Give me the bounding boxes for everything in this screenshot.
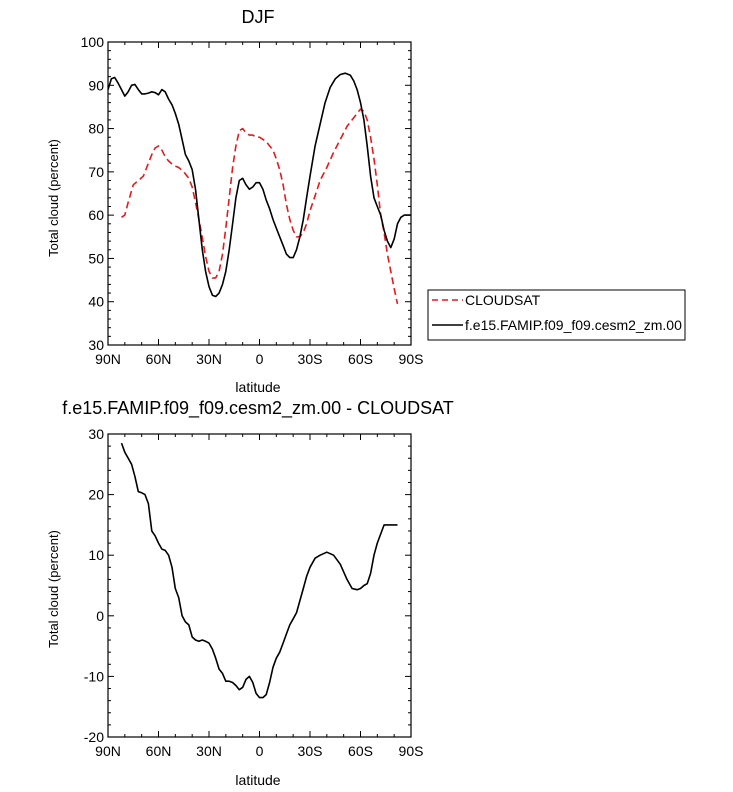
series-line-model bbox=[108, 72, 411, 298]
x-tick-label: 90S bbox=[399, 743, 424, 759]
y-tick-label: 60 bbox=[88, 207, 104, 223]
top-chart-title: DJF bbox=[242, 7, 275, 27]
series-line-difference bbox=[120, 442, 398, 699]
x-tick-label: 0 bbox=[256, 743, 264, 759]
plot-frame bbox=[107, 41, 412, 346]
x-tick-label: 60N bbox=[146, 351, 172, 367]
x-tick-label: 60S bbox=[348, 743, 373, 759]
y-tick-label: 90 bbox=[88, 77, 104, 93]
legend-box bbox=[427, 289, 686, 341]
x-tick-label: 30S bbox=[298, 743, 323, 759]
y-tick-label: -20 bbox=[84, 729, 104, 745]
x-tick-label: 90S bbox=[399, 351, 424, 367]
x-tick-label: 90N bbox=[95, 351, 121, 367]
y-tick-label: 100 bbox=[81, 34, 105, 50]
y-tick-label: -10 bbox=[84, 668, 104, 684]
legend-model-label: f.e15.FAMIP.f09_f09.cesm2_zm.00 bbox=[465, 317, 682, 333]
x-tick-label: 30N bbox=[196, 743, 222, 759]
top-x-axis-label: latitude bbox=[235, 379, 280, 395]
bottom-chart-title: f.e15.FAMIP.f09_f09.cesm2_zm.00 - CLOUDS… bbox=[62, 398, 454, 419]
bottom-y-axis-label: Total cloud (percent) bbox=[46, 530, 61, 648]
bottom-plot-area: 90N 60N 30N 0 30S 60S 90S -20 -10 0 10 20 30 bbox=[84, 426, 424, 759]
bottom-chart-panel: f.e15.FAMIP.f09_f09.cesm2_zm.00 - CLOUDS… bbox=[46, 398, 454, 788]
top-plot-area: 90N 60N 30N 0 30S 60S 90S 30 40 50 60 70 80 90 100 bbox=[81, 34, 424, 367]
legend: CLOUDSAT f.e15.FAMIP.f09_f09.cesm2_zm.00 bbox=[427, 289, 686, 341]
y-tick-label: 30 bbox=[88, 426, 104, 442]
x-tick-label: 0 bbox=[256, 351, 264, 367]
y-tick-label: 80 bbox=[88, 121, 104, 137]
series-line-cloudsat bbox=[121, 108, 399, 305]
legend-cloudsat-label: CLOUDSAT bbox=[465, 292, 541, 308]
top-y-axis-label: Total cloud (percent) bbox=[46, 139, 61, 257]
bottom-x-axis-label: latitude bbox=[235, 772, 280, 788]
x-tick-label: 30N bbox=[196, 351, 222, 367]
y-tick-label: 50 bbox=[88, 250, 104, 266]
x-tick-label: 60S bbox=[348, 351, 373, 367]
x-tick-label: 30S bbox=[298, 351, 323, 367]
x-tick-label: 60N bbox=[146, 743, 172, 759]
y-tick-label: 10 bbox=[88, 547, 104, 563]
y-tick-label: 70 bbox=[88, 164, 104, 180]
y-tick-label: 20 bbox=[88, 487, 104, 503]
top-chart-panel: DJF latitude Total cloud (percent) 90N 60… bbox=[46, 7, 423, 395]
y-tick-label: 30 bbox=[88, 337, 104, 353]
y-tick-label: 40 bbox=[88, 294, 104, 310]
y-tick-label: 0 bbox=[96, 608, 104, 624]
x-tick-label: 90N bbox=[95, 743, 121, 759]
